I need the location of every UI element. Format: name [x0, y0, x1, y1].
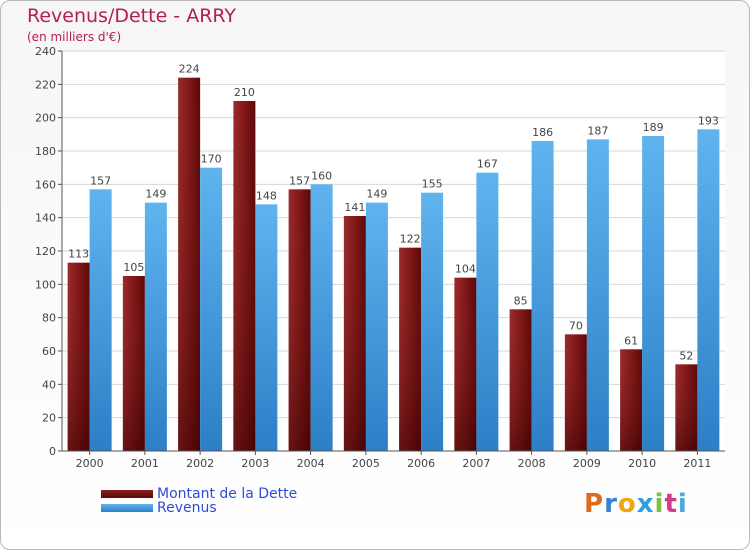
debt-bar-shade — [122, 276, 145, 451]
x-tick-label: 2003 — [241, 457, 269, 470]
debt-bar-shade — [399, 247, 422, 451]
revenue-bar — [697, 129, 720, 452]
x-tick-label: 2006 — [407, 457, 435, 470]
y-tick-label: 60 — [42, 345, 56, 358]
y-tick-label: 140 — [35, 212, 56, 225]
revenue-value-label: 193 — [698, 114, 719, 127]
revenue-value-label: 187 — [587, 124, 608, 137]
revenue-bar — [531, 141, 554, 451]
revenue-value-label: 189 — [643, 121, 664, 134]
debt-bar-shade — [620, 349, 643, 451]
revenue-value-label: 186 — [532, 126, 553, 139]
y-tick-label: 160 — [35, 178, 56, 191]
x-tick-label: 2009 — [573, 457, 601, 470]
debt-value-label: 70 — [569, 319, 583, 332]
y-tick-label: 100 — [35, 278, 56, 291]
debt-bar-shade — [178, 77, 201, 452]
revenue-bar — [476, 172, 499, 451]
brand-letter: i — [654, 489, 665, 519]
x-tick-label: 2005 — [352, 457, 380, 470]
debt-value-label: 52 — [679, 349, 693, 362]
legend-swatch-revenue — [101, 504, 153, 512]
x-tick-label: 2000 — [76, 457, 104, 470]
y-tick-label: 80 — [42, 312, 56, 325]
debt-bar-shade — [288, 189, 311, 452]
revenue-value-label: 155 — [422, 178, 443, 191]
x-tick-label: 2010 — [628, 457, 656, 470]
chart-subtitle: (en milliers d'€) — [27, 30, 122, 44]
x-tick-label: 2007 — [462, 457, 490, 470]
y-tick-label: 200 — [35, 112, 56, 125]
revenue-value-label: 167 — [477, 158, 498, 171]
x-tick-label: 2004 — [297, 457, 325, 470]
brand-letter: i — [677, 489, 688, 519]
debt-bar-shade — [454, 277, 477, 451]
debt-bar-shade — [675, 364, 698, 451]
brand-letter: P — [584, 489, 605, 519]
debt-value-label: 85 — [514, 294, 528, 307]
revenue-bar — [144, 202, 167, 451]
revenue-bar — [310, 184, 333, 452]
y-tick-label: 0 — [49, 445, 56, 458]
revenue-value-label: 148 — [256, 189, 277, 202]
debt-bar-shade — [564, 334, 587, 451]
brand-letter: o — [617, 489, 637, 519]
debt-value-label: 224 — [179, 63, 200, 76]
revenue-value-label: 149 — [366, 188, 387, 201]
revenue-value-label: 160 — [311, 169, 332, 182]
brand-letter: x — [636, 489, 655, 519]
y-tick-label: 120 — [35, 245, 56, 258]
revenue-value-label: 170 — [201, 153, 222, 166]
debt-value-label: 105 — [123, 261, 144, 274]
revenue-value-label: 157 — [90, 174, 111, 187]
x-tick-label: 2011 — [683, 457, 711, 470]
brand-letter: t — [664, 489, 678, 519]
y-tick-label: 40 — [42, 378, 56, 391]
debt-bar-shade — [67, 262, 90, 451]
debt-value-label: 104 — [455, 263, 476, 276]
revenue-bar — [200, 167, 223, 451]
debt-value-label: 122 — [400, 233, 421, 246]
debt-value-label: 210 — [234, 86, 255, 99]
debt-value-label: 61 — [624, 334, 638, 347]
debt-bar-shade — [509, 309, 532, 451]
revenue-bar — [365, 202, 388, 451]
y-tick-label: 20 — [42, 412, 56, 425]
debt-value-label: 157 — [289, 174, 310, 187]
revenue-bar — [421, 192, 444, 451]
revenue-bar — [642, 136, 665, 451]
brand-letter: r — [604, 489, 618, 519]
debt-value-label: 113 — [68, 248, 89, 261]
revenue-bar — [255, 204, 278, 451]
y-tick-label: 220 — [35, 78, 56, 91]
legend-label-debt: Montant de la Dette — [157, 486, 298, 502]
brand-logo: Proxiti — [584, 489, 688, 519]
legend-swatch-debt — [101, 490, 153, 498]
debt-value-label: 141 — [344, 201, 365, 214]
debt-bar-shade — [343, 216, 366, 451]
y-tick-label: 240 — [35, 45, 56, 58]
revenue-bar — [89, 189, 112, 452]
chart-title: Revenus/Dette - ARRY — [27, 5, 236, 27]
x-tick-label: 2001 — [131, 457, 159, 470]
x-tick-label: 2002 — [186, 457, 214, 470]
legend-label-revenue: Revenus — [157, 500, 217, 516]
y-tick-label: 180 — [35, 145, 56, 158]
revenue-value-label: 149 — [145, 188, 166, 201]
revenue-bar — [586, 139, 609, 452]
x-tick-label: 2008 — [518, 457, 546, 470]
debt-bar-shade — [233, 101, 256, 451]
